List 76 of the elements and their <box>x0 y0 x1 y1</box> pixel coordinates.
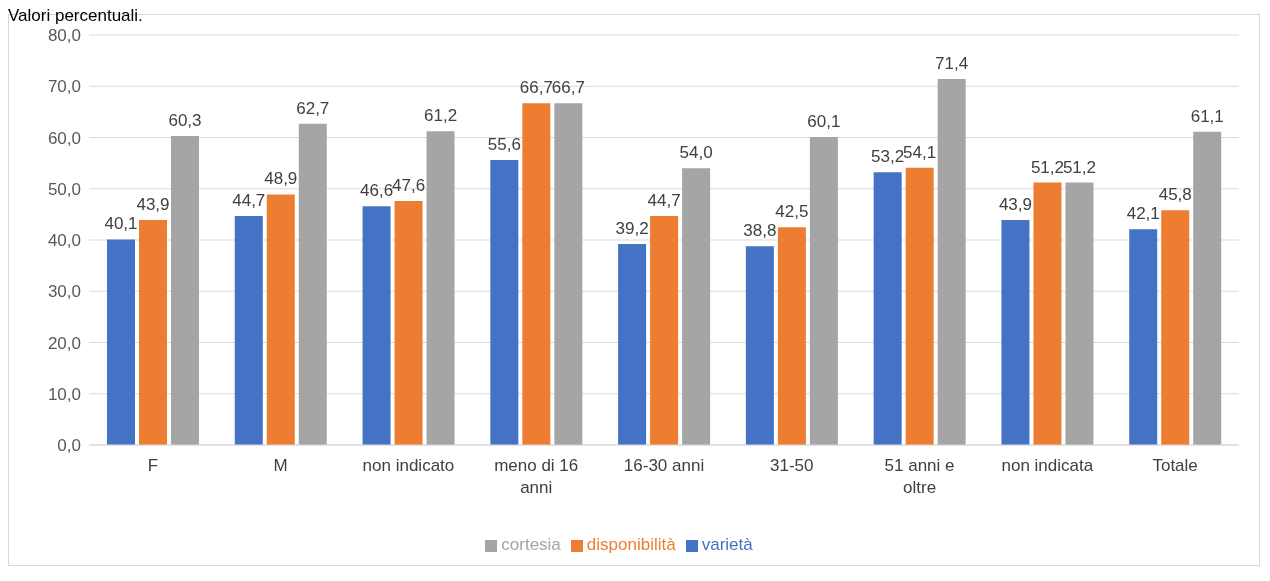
data-label: 43,9 <box>998 195 1032 215</box>
y-tick-label: 0,0 <box>57 436 81 456</box>
bar <box>1193 131 1222 445</box>
data-label: 40,1 <box>104 214 138 234</box>
bar <box>937 79 966 445</box>
data-label: 42,5 <box>775 202 809 222</box>
bar <box>1033 182 1062 445</box>
y-tick-label: 10,0 <box>47 384 81 404</box>
data-label: 39,2 <box>615 219 649 239</box>
bar <box>554 103 583 445</box>
chart-title: Valori percentuali. <box>8 6 143 26</box>
bar <box>107 239 135 445</box>
bar <box>745 246 774 445</box>
bar <box>234 215 263 445</box>
data-label: 71,4 <box>935 54 969 74</box>
bar <box>1001 220 1030 445</box>
bar <box>809 136 838 445</box>
legend-label: cortesia <box>501 535 561 554</box>
data-label: 45,8 <box>1158 185 1192 205</box>
x-tick-label: meno di 16 anni <box>494 456 579 497</box>
data-label: 48,9 <box>264 169 298 189</box>
bar <box>682 168 711 445</box>
y-tick-label: 60,0 <box>47 128 81 148</box>
data-label: 44,7 <box>647 190 681 210</box>
data-label: 62,7 <box>296 98 330 118</box>
data-label: 51,2 <box>1062 157 1096 177</box>
bar <box>394 201 423 445</box>
y-tick-label: 50,0 <box>47 179 81 199</box>
data-label: 42,1 <box>1126 204 1160 224</box>
bar <box>1129 229 1158 445</box>
y-tick-label: 70,0 <box>47 77 81 97</box>
data-label: 53,2 <box>871 147 905 167</box>
bar <box>1065 182 1094 445</box>
bar <box>522 103 551 445</box>
data-label: 61,2 <box>424 106 458 126</box>
data-label: 44,7 <box>232 190 266 210</box>
bar <box>618 244 647 445</box>
data-label: 43,9 <box>136 195 170 215</box>
x-tick-label: 31-50 <box>770 456 814 475</box>
bar <box>777 227 806 445</box>
bar <box>139 220 167 445</box>
bar <box>1161 210 1190 445</box>
y-tick-label: 30,0 <box>47 282 81 302</box>
bar <box>426 131 455 445</box>
x-tick-label: M <box>273 456 288 475</box>
data-label: 54,1 <box>903 142 937 162</box>
bar <box>873 172 902 445</box>
legend-label: varietà <box>701 535 753 554</box>
y-tick-label: 20,0 <box>47 333 81 353</box>
bar <box>298 123 327 445</box>
bar <box>362 206 391 445</box>
data-label: 38,8 <box>743 221 777 241</box>
y-tick-label: 40,0 <box>47 231 81 251</box>
x-tick-label: non indicato <box>362 456 455 475</box>
x-tick-label: non indicata <box>1001 456 1094 475</box>
data-label: 46,6 <box>360 181 394 201</box>
bar <box>266 194 295 445</box>
data-label: 54,0 <box>679 143 713 163</box>
data-label: 60,3 <box>168 110 202 130</box>
x-tick-label: F <box>147 456 159 475</box>
x-tick-label: 51 anni e oltre <box>884 456 955 497</box>
data-label: 47,6 <box>392 176 426 196</box>
bar <box>650 215 679 445</box>
x-tick-label: 16-30 anni <box>623 456 705 475</box>
data-label: 61,1 <box>1190 106 1224 126</box>
data-label: 51,2 <box>1030 157 1064 177</box>
y-tick-label: 80,0 <box>47 26 81 46</box>
bar <box>905 167 934 445</box>
bar <box>490 160 519 445</box>
data-label: 55,6 <box>487 135 521 155</box>
data-label: 60,1 <box>807 111 841 131</box>
data-label: 66,7 <box>551 78 585 98</box>
legend-label: disponibilità <box>586 535 676 554</box>
x-tick-label: Totale <box>1152 456 1198 475</box>
bar <box>171 135 199 445</box>
data-label: 66,7 <box>519 78 553 98</box>
